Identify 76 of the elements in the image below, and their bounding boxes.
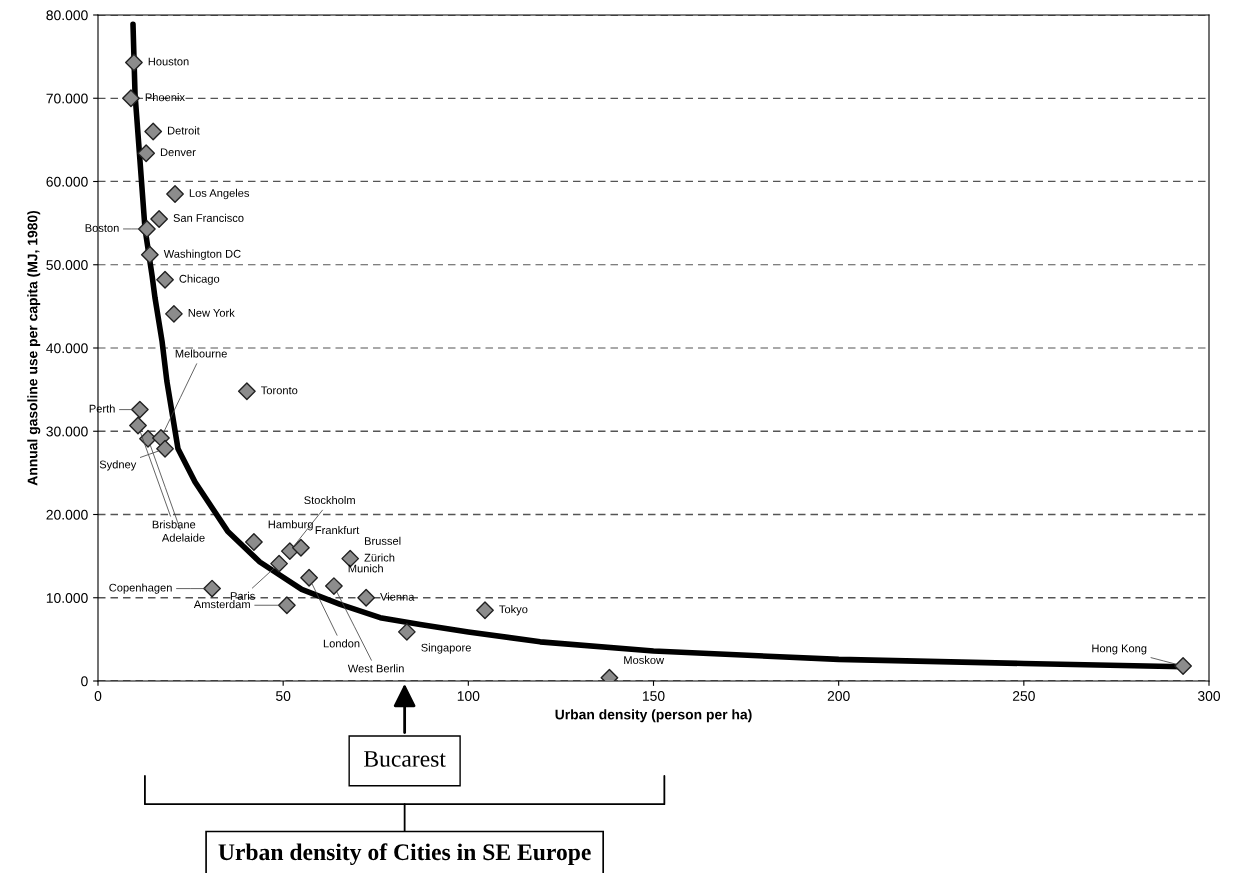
point xyxy=(1174,657,1192,675)
annotation: Washington DC xyxy=(163,249,241,260)
point xyxy=(150,210,169,228)
point xyxy=(156,439,174,458)
annotation: Singapore xyxy=(421,643,471,654)
annotation: Chicago xyxy=(179,274,220,285)
annotation: Sydney xyxy=(99,460,137,471)
annotation: Brisbane xyxy=(152,520,196,529)
point xyxy=(152,428,170,447)
point xyxy=(125,53,143,72)
point xyxy=(357,588,376,607)
point xyxy=(156,270,174,289)
y-tick-label: 0 xyxy=(81,676,88,687)
y-axis-title: Annual gasoline use per capita (MJ, 1980) xyxy=(27,210,41,486)
annotation: Stockholm xyxy=(304,495,355,505)
annotation: Detroit xyxy=(167,126,200,135)
annotation: Toronto xyxy=(261,386,298,395)
point xyxy=(130,400,149,419)
point xyxy=(129,416,147,435)
annotation: Frankfurt xyxy=(315,525,360,535)
annotation: Phoenix xyxy=(145,93,185,102)
annotation: Amsterdam xyxy=(193,600,250,609)
point xyxy=(237,382,256,401)
point xyxy=(277,596,296,615)
point xyxy=(165,304,183,323)
annotation: Copenhagen xyxy=(109,583,172,594)
point xyxy=(166,185,184,203)
annotation: Tokyo xyxy=(499,605,528,616)
annotation: Paris xyxy=(230,591,255,600)
point xyxy=(122,89,140,108)
x-tick-label: 250 xyxy=(1012,691,1035,701)
annotation: Moskow xyxy=(624,655,665,664)
annotation: Denver xyxy=(160,148,196,157)
point xyxy=(300,568,319,587)
text: Bucarest xyxy=(364,751,446,767)
point xyxy=(397,622,416,641)
annotation: Melbourne xyxy=(175,349,227,358)
annotation: San Francisco xyxy=(173,213,244,222)
annotation: Zürich xyxy=(364,553,395,562)
annotation: West Berlin xyxy=(347,664,404,673)
annotation: Brussel xyxy=(365,536,401,545)
point xyxy=(144,122,163,141)
x-tick-label: 50 xyxy=(276,691,291,701)
x-tick-label: 200 xyxy=(827,691,850,701)
point xyxy=(270,554,289,573)
x-tick-label: 100 xyxy=(457,691,480,701)
point xyxy=(137,144,156,163)
point xyxy=(244,533,263,551)
annotation: New York xyxy=(188,308,235,317)
y-tick-label: 80.000 xyxy=(46,10,88,21)
y-tick-label: 70.000 xyxy=(46,93,88,104)
point xyxy=(140,245,159,264)
annotation: Adelaide xyxy=(161,533,205,542)
annotation: London xyxy=(323,639,360,648)
annotation: Houston xyxy=(148,57,189,66)
y-tick-label: 40.000 xyxy=(46,343,88,354)
annotation: Hamburg xyxy=(268,520,313,531)
y-tick-label: 30.000 xyxy=(46,426,88,437)
annotation: Munich xyxy=(348,564,383,573)
annotation: Los Angeles xyxy=(189,188,250,200)
x-tick-label: 150 xyxy=(642,691,665,701)
text: Urban density of Cities in SE Europe xyxy=(218,843,591,866)
annotation: Hong Kong xyxy=(1092,644,1147,655)
x-tick-label: 0 xyxy=(94,691,102,701)
y-tick-label: 10.000 xyxy=(46,593,88,603)
point xyxy=(137,220,156,238)
y-tick-label: 50.000 xyxy=(46,260,88,270)
point xyxy=(292,538,310,557)
y-tick-label: 60.000 xyxy=(46,176,88,187)
point xyxy=(324,577,343,596)
annotation: Vienna xyxy=(380,592,415,601)
y-tick-label: 20.000 xyxy=(46,509,88,520)
point xyxy=(203,579,221,598)
x-axis-title: Urban density (person per ha) xyxy=(555,709,752,723)
x-tick-label: 300 xyxy=(1197,691,1221,701)
point xyxy=(476,601,494,620)
